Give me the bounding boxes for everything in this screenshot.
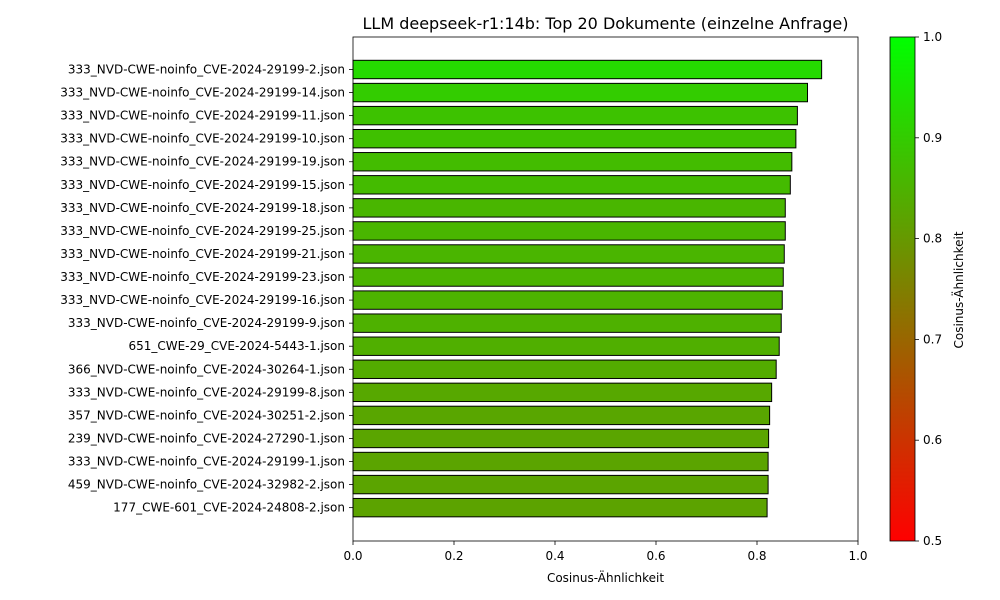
colorbar-label: Cosinus-Ähnlichkeit [951, 231, 966, 348]
bar [352, 497, 768, 518]
bar [352, 175, 791, 195]
bar [352, 59, 823, 80]
x-tick-label: 1.0 [848, 549, 867, 563]
y-tick-label: 651_CWE-29_CVE-2024-5443-1.json [128, 339, 345, 353]
y-tick-label: 333_NVD-CWE-noinfo_CVE-2024-29199-11.jso… [60, 109, 345, 123]
y-tick-label: 333_NVD-CWE-noinfo_CVE-2024-29199-23.jso… [60, 270, 345, 284]
bar [352, 128, 797, 149]
bar [352, 428, 770, 449]
bar [352, 451, 769, 472]
bar [352, 152, 793, 172]
colorbar-tick-label: 0.8 [923, 232, 942, 246]
x-tick-label: 0.4 [545, 549, 564, 563]
bar [352, 382, 773, 403]
y-tick-label: 366_NVD-CWE-noinfo_CVE-2024-30264-1.json [68, 362, 345, 376]
y-tick-label: 177_CWE-601_CVE-2024-24808-2.json [113, 501, 345, 515]
x-tick-label: 0.2 [444, 549, 463, 563]
y-tick-label: 239_NVD-CWE-noinfo_CVE-2024-27290-1.json [68, 431, 345, 445]
chart-title: LLM deepseek-r1:14b: Top 20 Dokumente (e… [362, 14, 848, 33]
bar [352, 359, 777, 379]
y-tick-label: 333_NVD-CWE-noinfo_CVE-2024-29199-18.jso… [60, 201, 345, 215]
y-tick-label: 333_NVD-CWE-noinfo_CVE-2024-29199-16.jso… [60, 293, 345, 307]
colorbar-tick-label: 0.9 [923, 131, 942, 145]
bar [352, 405, 771, 426]
y-tick-label: 333_NVD-CWE-noinfo_CVE-2024-29199-19.jso… [60, 155, 345, 169]
y-tick-label: 459_NVD-CWE-noinfo_CVE-2024-32982-2.json [68, 478, 345, 492]
x-axis-label: Cosinus-Ähnlichkeit [547, 570, 664, 585]
y-tick-label: 333_NVD-CWE-noinfo_CVE-2024-29199-25.jso… [60, 224, 345, 238]
y-tick-label: 333_NVD-CWE-noinfo_CVE-2024-29199-14.jso… [60, 86, 345, 100]
bar [352, 474, 769, 495]
plot-frame [352, 36, 859, 542]
y-tick-label: 333_NVD-CWE-noinfo_CVE-2024-29199-9.json [68, 316, 345, 330]
colorbar-tick-label: 0.5 [923, 534, 942, 548]
y-tick-label: 333_NVD-CWE-noinfo_CVE-2024-29199-21.jso… [60, 247, 345, 261]
colorbar-tick-label: 0.6 [923, 433, 942, 447]
bar [352, 82, 808, 103]
bar [352, 290, 783, 310]
colorbar-tick-label: 1.0 [923, 30, 942, 44]
y-tick-label: 333_NVD-CWE-noinfo_CVE-2024-29199-8.json [68, 385, 345, 399]
x-tick-label: 0.0 [343, 549, 362, 563]
colorbar-tick-label: 0.7 [923, 332, 942, 346]
y-tick-label: 333_NVD-CWE-noinfo_CVE-2024-29199-2.json [68, 63, 345, 77]
bar [352, 198, 786, 218]
bar [352, 244, 785, 264]
colorbar: 0.5 0.6 0.7 0.8 0.9 1.0 [889, 30, 942, 548]
y-tick-label: 333_NVD-CWE-noinfo_CVE-2024-29199-1.json [68, 455, 345, 469]
plot-area: 333_NVD-CWE-noinfo_CVE-2024-29199-2.json… [60, 36, 868, 563]
bar [352, 313, 782, 333]
bar [352, 105, 798, 126]
y-tick-label: 357_NVD-CWE-noinfo_CVE-2024-30251-2.json [68, 408, 345, 422]
bar [352, 221, 786, 241]
bar [352, 267, 784, 287]
y-tick-label: 333_NVD-CWE-noinfo_CVE-2024-29199-10.jso… [60, 132, 345, 146]
colorbar-gradient [889, 36, 916, 542]
x-tick-label: 0.8 [747, 549, 766, 563]
bar [352, 336, 780, 356]
y-tick-label: 333_NVD-CWE-noinfo_CVE-2024-29199-15.jso… [60, 178, 345, 192]
x-tick-label: 0.6 [646, 549, 665, 563]
